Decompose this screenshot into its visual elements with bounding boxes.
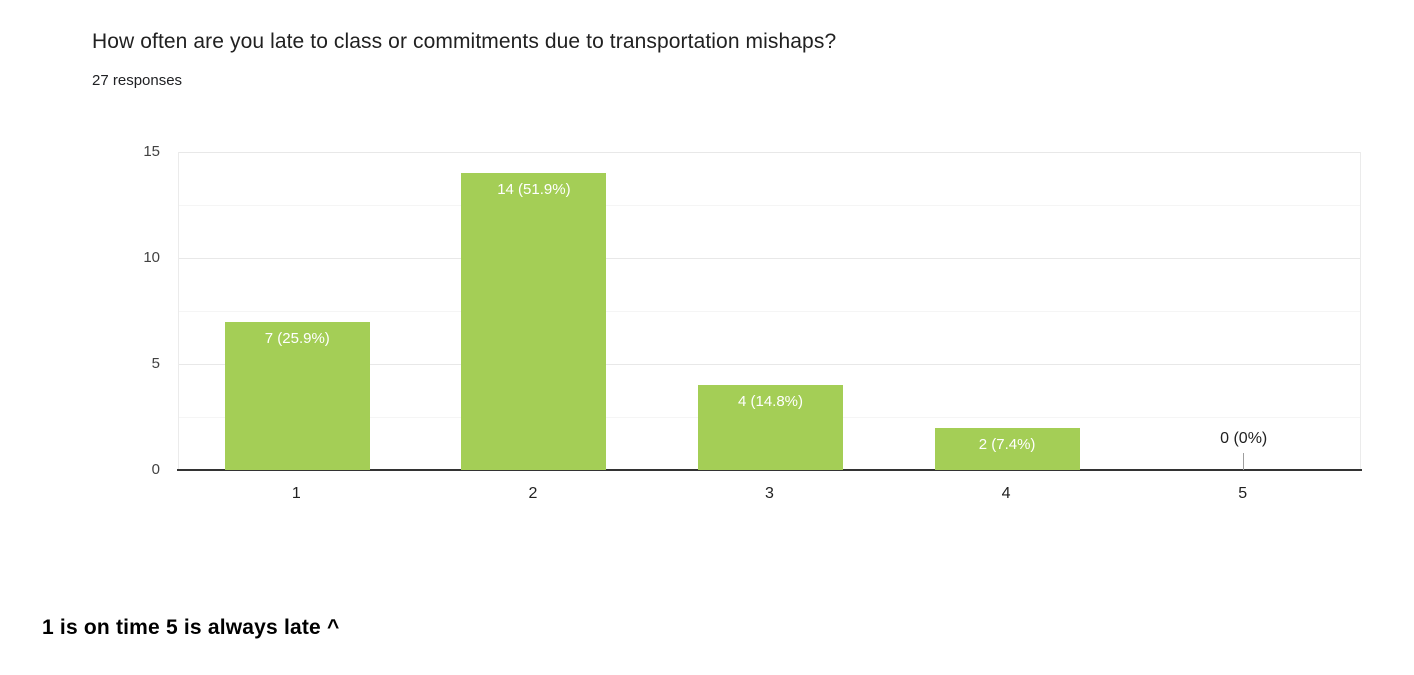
bar-2[interactable] [461, 173, 607, 470]
bar-value-label: 2 (7.4%) [978, 435, 1036, 453]
responses-bar-chart: 0 5 10 15 7 (25.9%) 14 (51.9%) 4 (14.8%) 2 (7.… [90, 143, 1362, 506]
question-title: How often are you late to class or commi… [92, 30, 837, 53]
x-axis-baseline [177, 469, 1362, 471]
bar-3[interactable] [698, 385, 843, 470]
gridline-minor [179, 204, 1360, 206]
y-tick-label: 5 [151, 355, 160, 372]
x-tick-label: 5 [1238, 485, 1248, 502]
bar-value-label: 0 (0%) [1220, 430, 1268, 447]
zero-value-stem [1243, 453, 1245, 470]
x-tick-label: 3 [765, 485, 774, 502]
x-tick-label: 2 [528, 485, 538, 502]
plot-area: 7 (25.9%) 14 (51.9%) 4 (14.8%) 2 (7.4%) 0 (0… [177, 151, 1362, 471]
x-tick-label: 1 [291, 485, 301, 502]
y-tick-label: 15 [143, 143, 160, 160]
gridline-major [179, 151, 1360, 153]
gridline-major [179, 363, 1360, 365]
scale-explanation-note: 1 is on time 5 is always late ^ [42, 616, 340, 639]
bar-1[interactable] [224, 321, 370, 470]
y-axis: 0 5 10 15 [90, 143, 160, 478]
gridline-minor [179, 310, 1360, 312]
x-axis: 1 2 3 4 5 [178, 472, 1361, 506]
y-tick-label: 10 [143, 249, 160, 266]
x-tick-label: 4 [1001, 485, 1011, 502]
y-tick-label: 0 [151, 461, 160, 478]
bar-4[interactable] [934, 427, 1080, 470]
bar-value-label: 14 (51.9%) [497, 181, 571, 199]
gridline-major [179, 257, 1360, 259]
bar-value-label: 4 (14.8%) [737, 393, 804, 411]
response-count: 27 responses [92, 72, 183, 89]
bar-value-label: 7 (25.9%) [264, 329, 330, 347]
